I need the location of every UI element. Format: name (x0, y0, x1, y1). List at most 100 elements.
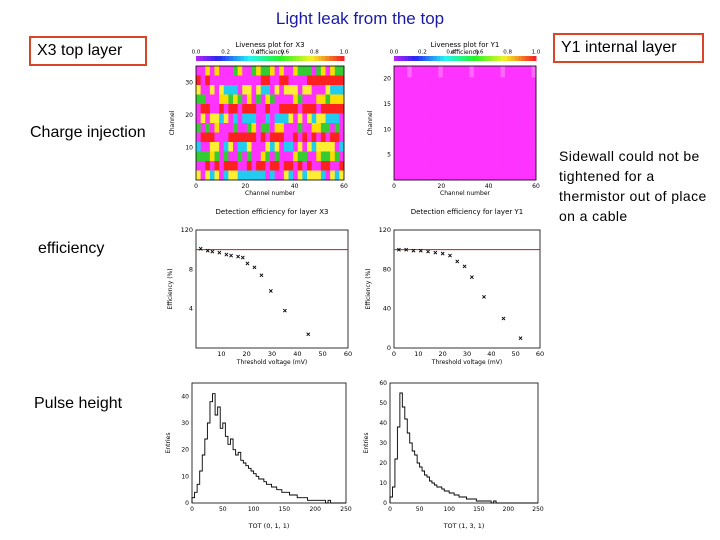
efficiency-x-axis-label: Threshold voltage (mV) (431, 359, 502, 366)
heatmap-cell (429, 134, 435, 147)
heatmap-cell (297, 104, 303, 114)
heatmap-cell (200, 161, 206, 171)
heatmap-cell (237, 113, 243, 124)
heatmap-cell (339, 151, 345, 162)
heatmap-cell (260, 94, 266, 105)
heatmap-cell (311, 132, 317, 143)
heatmap-cell (297, 75, 303, 86)
heatmap-cell (265, 151, 271, 162)
colorbar-segment (504, 56, 509, 61)
heatmap-cell (482, 145, 488, 158)
colorbar-tick-label: 0.2 (418, 50, 427, 56)
efficiency-point (210, 249, 215, 254)
heatmap-cell (433, 66, 439, 78)
heatmap-cell (433, 157, 439, 169)
colorbar-segment (394, 56, 399, 61)
heatmap-cell (293, 75, 299, 86)
pulse-x-tick-label: 100 (248, 506, 260, 513)
colorbar-segment (511, 56, 516, 61)
colorbar-segment (233, 56, 238, 61)
heatmap-cell (469, 157, 475, 169)
heatmap-cell (504, 100, 510, 112)
heatmap-cell (411, 168, 417, 181)
heatmap-x-tick-label: 40 (291, 183, 299, 190)
heatmap-cell (265, 132, 271, 143)
heatmap-cell (339, 85, 345, 95)
heatmap-cell (270, 123, 276, 133)
heatmap-cell (320, 142, 326, 152)
heatmap-cell (316, 113, 322, 124)
heatmap-cell (325, 75, 331, 86)
heatmap-cell (425, 157, 430, 169)
heatmap-cell (465, 111, 470, 124)
heatmap-cell (456, 66, 461, 78)
heatmap-cell (416, 157, 422, 169)
heatmap-cell (316, 104, 322, 114)
heatmap-cell (491, 66, 497, 78)
pulse-x-tick-label: 100 (443, 506, 455, 513)
colorbar-segment (273, 56, 278, 61)
heatmap-cell (316, 132, 322, 143)
efficiency-x-tick-label: 50 (319, 350, 327, 358)
colorbar-segment (255, 56, 260, 61)
colorbar-segment (196, 56, 201, 61)
heatmap-cell (407, 134, 413, 147)
pulse-x-axis-label: TOT (0, 1, 1) (248, 522, 290, 530)
heatmap-cell (283, 123, 289, 133)
heatmap-cell (288, 132, 294, 143)
heatmap-cell (251, 170, 257, 181)
heatmap-cell (433, 88, 439, 101)
heatmap-cell (527, 100, 532, 112)
heatmap-cell (496, 157, 501, 169)
heatmap-cell (200, 151, 206, 162)
heatmap-cell (307, 151, 313, 162)
heatmap-cell (398, 66, 404, 78)
heatmap-cell (283, 94, 289, 105)
heatmap-cell (487, 66, 493, 78)
heatmap-cell (320, 170, 326, 181)
colorbar-segment (303, 56, 308, 61)
heatmap-cell (469, 66, 475, 78)
colorbar-tick-label: 0.8 (310, 50, 319, 56)
heatmap-cell (531, 100, 537, 112)
heatmap-cell (451, 100, 457, 112)
efficiency-point (440, 251, 445, 256)
heatmap-cell (311, 142, 317, 152)
colorbar-segment (436, 56, 441, 61)
heatmap-title: Liveness plot for X3 (235, 41, 304, 49)
heatmap-frame (393, 65, 537, 181)
pulse-x-tick-label: 250 (340, 506, 352, 513)
colorbar-segment (266, 56, 271, 61)
heatmap-cell (451, 134, 457, 147)
heatmap-cell (279, 151, 285, 162)
heatmap-cell (402, 157, 408, 169)
heatmap-cell (283, 113, 289, 124)
heatmap-cell (398, 100, 404, 112)
heatmap-cell (411, 123, 417, 135)
heatmap-cell (527, 88, 532, 101)
heatmap-cell (504, 123, 510, 135)
heatmap-cell (307, 132, 313, 143)
heatmap-cell (260, 142, 266, 152)
heatmap-cell (456, 111, 461, 124)
heatmap-cell (518, 100, 524, 112)
heatmap-cell (416, 111, 422, 124)
heatmap-cell (279, 170, 285, 181)
efficiency-point (198, 246, 203, 251)
heatmap-cell (200, 94, 206, 105)
heatmap-cell (311, 161, 317, 171)
heatmap-cell (451, 123, 457, 135)
heatmap-cell (447, 123, 453, 135)
heatmap-cell (260, 132, 266, 143)
heatmap-cell (491, 123, 497, 135)
heatmap-cell (251, 132, 257, 143)
heatmap-cell (500, 66, 506, 78)
heatmap-cell (394, 66, 399, 78)
heatmap-cell (233, 66, 239, 76)
heatmap-cell (513, 123, 519, 135)
heatmap-cell (242, 85, 248, 95)
efficiency-y-tick-label: 0 (387, 344, 391, 352)
heatmap-cell (478, 145, 484, 158)
heatmap-cell (288, 123, 294, 133)
heatmap-cell (209, 170, 215, 181)
